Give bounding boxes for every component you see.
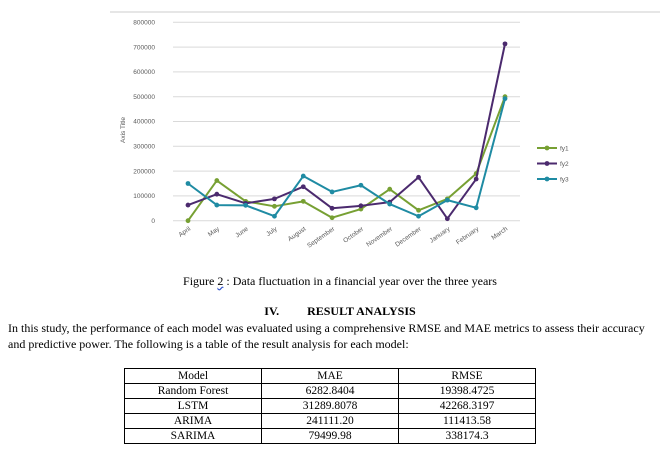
y-tick-label: 800000	[133, 20, 155, 27]
cell: 19398.4725	[398, 383, 536, 399]
section-title: RESULT ANALYSIS	[307, 304, 416, 318]
table-row: SARIMA 79499.98 338174.3	[124, 428, 536, 444]
table-header-row: Model MAE RMSE	[124, 368, 536, 384]
x-tick-label: June	[234, 225, 250, 239]
data-point-fy1	[416, 207, 421, 213]
y-tick-label: 600000	[133, 69, 155, 76]
y-tick-label: 500000	[133, 94, 155, 101]
x-tick-label: March	[490, 225, 509, 241]
cell: LSTM	[124, 398, 262, 414]
cell: Random Forest	[124, 383, 262, 399]
cell: 338174.3	[398, 428, 536, 444]
x-tick-label: January	[429, 225, 453, 244]
table-row: LSTM 31289.8078 42268.3197	[124, 398, 536, 414]
data-point-fy2	[444, 216, 450, 222]
data-point-fy2	[329, 205, 335, 211]
legend-label-fy3: fy3	[560, 176, 569, 183]
data-point-fy2	[214, 191, 220, 197]
y-tick-label: 700000	[133, 44, 155, 51]
figure-caption: Figure 2 : Data fluctuation in a financi…	[0, 274, 660, 289]
caption-text: : Data fluctuation in a financial year o…	[223, 274, 497, 288]
series-line-fy1	[187, 96, 506, 222]
data-point-fy3	[300, 173, 306, 179]
legend-marker-fy2	[544, 161, 550, 166]
data-point-fy2	[358, 203, 364, 209]
data-point-fy3	[214, 202, 220, 208]
table-row: Random Forest 6282.8404 19398.4725	[124, 383, 536, 399]
data-point-fy3	[416, 213, 421, 219]
y-tick-label: 0	[151, 218, 155, 225]
caption-prefix: Figure	[183, 274, 218, 288]
header-cell: RMSE	[398, 368, 536, 384]
data-point-fy3	[387, 201, 393, 207]
x-tick-label: April	[177, 225, 192, 239]
cell: 42268.3197	[398, 398, 536, 414]
legend-label-fy1: fy1	[560, 145, 569, 152]
data-point-fy3	[243, 202, 249, 208]
data-point-fy1	[300, 198, 306, 204]
x-tick-label: December	[394, 225, 423, 248]
table-row: ARIMA 241111.20 111413.58	[124, 413, 536, 429]
caption-number: 2	[217, 274, 224, 288]
x-tick-label: February	[455, 225, 481, 246]
data-point-fy1	[272, 203, 277, 209]
y-tick-label: 400000	[133, 119, 155, 126]
series-line-fy2	[187, 43, 506, 220]
header-cell: MAE	[261, 368, 399, 384]
x-tick-label: July	[265, 225, 279, 238]
data-point-fy2	[502, 41, 508, 47]
cell: 241111.20	[261, 413, 399, 429]
series-line-fy3	[187, 98, 506, 218]
y-tick-label: 200000	[133, 168, 155, 175]
section-number: IV.	[264, 304, 280, 318]
x-tick-label: November	[365, 225, 394, 248]
section-heading: IV. RESULT ANALYSIS	[0, 304, 660, 319]
data-point-fy2	[185, 202, 191, 208]
cell: 79499.98	[261, 428, 399, 444]
x-tick-label: September	[306, 225, 337, 249]
data-point-fy2	[473, 176, 479, 182]
y-tick-label: 100000	[133, 193, 155, 200]
y-axis-title: Axis Title	[120, 117, 127, 143]
header-cell: Model	[124, 368, 262, 384]
legend-marker-fy1	[544, 145, 550, 151]
cell: 31289.8078	[261, 398, 399, 414]
legend-marker-fy3	[544, 176, 550, 182]
data-point-fy3	[502, 96, 508, 102]
data-point-fy3	[272, 213, 277, 219]
legend-label-fy2: fy2	[560, 161, 569, 168]
x-tick-label: May	[207, 225, 222, 238]
data-point-fy3	[473, 205, 479, 211]
y-tick-label: 300000	[133, 144, 155, 151]
cell: 6282.8404	[261, 383, 399, 399]
data-point-fy3	[358, 182, 364, 188]
data-point-fy3	[185, 181, 191, 186]
data-point-fy3	[444, 197, 450, 203]
line-chart: 0 100000 200000 300000 400000 500000 600000 700…	[110, 11, 660, 250]
data-point-fy2	[416, 174, 421, 180]
data-point-fy1	[387, 186, 393, 192]
data-point-fy1	[214, 178, 220, 183]
x-tick-label: October	[342, 225, 366, 244]
x-tick-label: August	[287, 226, 308, 243]
cell: SARIMA	[124, 428, 262, 444]
results-table: Model MAE RMSE Random Forest 6282.8404 193…	[124, 368, 536, 444]
data-point-fy2	[300, 184, 306, 190]
cell: 111413.58	[398, 413, 536, 429]
data-point-fy1	[329, 215, 335, 221]
data-point-fy2	[272, 196, 277, 202]
cell: ARIMA	[124, 413, 262, 429]
data-point-fy1	[185, 218, 191, 224]
body-paragraph: In this study, the performance of each m…	[8, 321, 645, 351]
data-point-fy3	[329, 189, 335, 195]
